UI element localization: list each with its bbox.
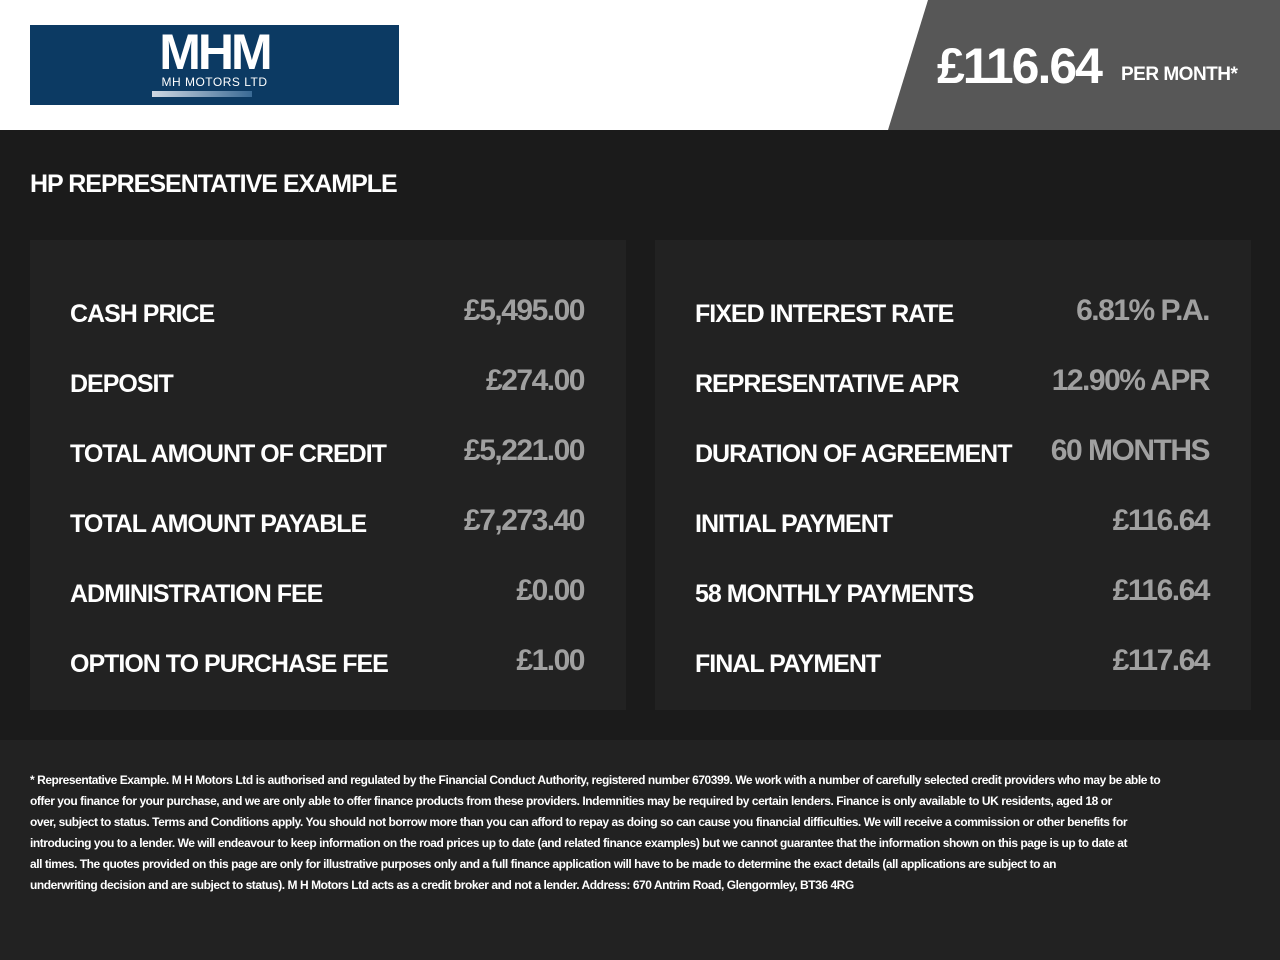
row-value: £5,495.00: [464, 294, 585, 327]
row-label: FIXED INTEREST RATE: [695, 300, 954, 328]
disclaimer-line: introducing you to a lender. We will end…: [30, 836, 1127, 850]
row-value: £116.64: [1112, 574, 1211, 607]
disclaimer-line: over, subject to status. Terms and Condi…: [30, 815, 1128, 829]
row-value: 60 MONTHS: [1050, 434, 1211, 467]
row-value: 6.81% P.A.: [1076, 294, 1210, 327]
row-label: TOTAL AMOUNT OF CREDIT: [70, 440, 387, 468]
disclaimer-text: * Representative Example. M H Motors Ltd…: [30, 770, 1161, 896]
row-value: £1.00: [516, 644, 585, 677]
row-label: DEPOSIT: [70, 370, 174, 398]
row-label: CASH PRICE: [70, 300, 215, 328]
finance-row: CASH PRICE £5,495.00: [70, 290, 585, 330]
disclaimer-line: all times. The quotes provided on this p…: [30, 857, 1057, 871]
disclaimer-section: * Representative Example. M H Motors Ltd…: [0, 740, 1280, 960]
finance-row: TOTAL AMOUNT OF CREDIT £5,221.00: [70, 430, 585, 470]
row-value: £5,221.00: [464, 434, 585, 467]
disclaimer-line: * Representative Example. M H Motors Ltd…: [30, 773, 1161, 787]
disclaimer-line: offer you finance for your purchase, and…: [30, 794, 1112, 808]
price-banner: [888, 0, 1280, 130]
row-value: £7,273.40: [464, 504, 585, 537]
per-month-label: PER MONTH*: [1121, 64, 1238, 85]
section-title: HP REPRESENTATIVE EXAMPLE: [30, 170, 398, 198]
finance-panel-left: CASH PRICE £5,495.00 DEPOSIT £274.00 TOTAL…: [30, 240, 626, 710]
row-label: TOTAL AMOUNT PAYABLE: [70, 510, 367, 538]
finance-row: REPRESENTATIVE APR 12.90% APR: [695, 360, 1211, 400]
finance-row: FIXED INTEREST RATE 6.81% P.A.: [695, 290, 1210, 330]
finance-row: DURATION OF AGREEMENT 60 MONTHS: [695, 430, 1211, 470]
row-label: FINAL PAYMENT: [695, 650, 881, 678]
finance-row: TOTAL AMOUNT PAYABLE £7,273.40: [70, 500, 585, 540]
row-label: REPRESENTATIVE APR: [695, 370, 960, 398]
logo-tagline-bar: [152, 91, 252, 97]
row-value: £274.00: [486, 364, 585, 397]
monthly-price: £116.64: [937, 38, 1103, 94]
mh-motors-logo[interactable]: MHM MH MOTORS LTD: [30, 25, 399, 105]
row-label: DURATION OF AGREEMENT: [695, 440, 1012, 468]
finance-row: DEPOSIT £274.00: [70, 360, 585, 400]
row-value: £117.64: [1112, 644, 1211, 677]
finance-panel-right: FIXED INTEREST RATE 6.81% P.A. REPRESENTA…: [655, 240, 1251, 710]
finance-row: FINAL PAYMENT £117.64: [695, 640, 1211, 680]
row-value: £116.64: [1112, 504, 1211, 537]
row-value: £0.00: [516, 574, 585, 607]
row-label: INITIAL PAYMENT: [695, 510, 893, 538]
row-label: 58 MONTHLY PAYMENTS: [695, 580, 974, 608]
disclaimer-line: underwriting decision and are subject to…: [30, 878, 854, 892]
row-label: OPTION TO PURCHASE FEE: [70, 650, 389, 678]
row-value: 12.90% APR: [1051, 364, 1211, 397]
logo-name: MH MOTORS LTD: [161, 75, 268, 89]
finance-row: OPTION TO PURCHASE FEE £1.00: [70, 640, 585, 680]
finance-row: ADMINISTRATION FEE £0.00: [70, 570, 585, 610]
logo-monogram: MHM: [159, 24, 272, 80]
finance-row: 58 MONTHLY PAYMENTS £116.64: [695, 570, 1211, 610]
finance-row: INITIAL PAYMENT £116.64: [695, 500, 1211, 540]
row-label: ADMINISTRATION FEE: [70, 580, 323, 608]
